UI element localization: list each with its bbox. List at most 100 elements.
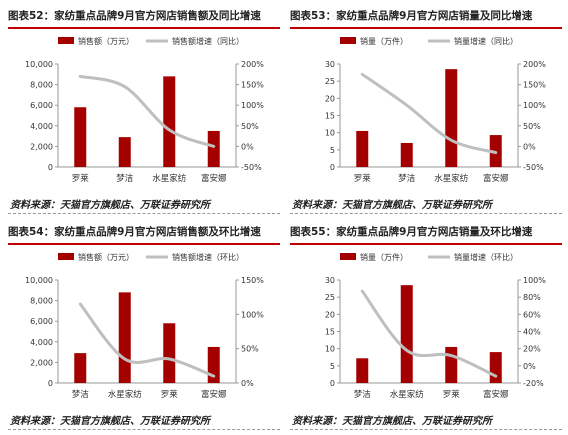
y-left-tick-label: 25 xyxy=(325,293,335,302)
series-line xyxy=(78,302,216,378)
y-left-tick-label: 25 xyxy=(325,77,335,86)
bar xyxy=(74,107,87,167)
bar xyxy=(445,346,458,383)
x-tick-label: 水星家纺 xyxy=(108,389,143,400)
legend-label-line: 销量增速（环比） xyxy=(454,252,518,262)
y-right-tick-label: 100% xyxy=(523,276,546,285)
bar xyxy=(74,353,87,383)
x-tick-label: 富安娜 xyxy=(483,389,509,400)
bar xyxy=(489,352,502,383)
x-tick-label: 罗莱 xyxy=(161,389,179,400)
bar xyxy=(445,69,458,167)
chart-svg: 销量（万件） 销量增速（环比） 0 5 10 15 20 25 30 -20% 0% 20% 40% 60… xyxy=(325,252,546,400)
x-tick-label: 梦洁 xyxy=(354,389,372,400)
y-right-tick-label: 100% xyxy=(523,101,546,110)
y-right-tick-label: 0% xyxy=(523,142,536,151)
legend-label-line: 销售额增速（环比） xyxy=(172,252,244,262)
y-right-tick-label: 60% xyxy=(523,310,541,319)
y-right-tick-label: 50% xyxy=(241,345,259,354)
bar xyxy=(356,130,369,167)
y-left-tick-label: 15 xyxy=(325,328,335,337)
chart-title: 图表55：家纺重点品牌9月官方网店销量及环比增速 xyxy=(290,222,562,245)
series-line xyxy=(360,289,498,378)
chart-title: 图表54：家纺重点品牌9月官方网店销售额及环比增速 xyxy=(8,222,280,245)
legend-label-bars: 销量（万件） xyxy=(360,36,408,46)
x-tick-label: 水星家纺 xyxy=(390,389,425,400)
y-left-tick-label: 15 xyxy=(325,112,335,121)
y-right-tick-label: 150% xyxy=(523,81,546,90)
legend-label-line: 销售额增速（同比） xyxy=(172,36,244,46)
y-left-tick-label: 8,000 xyxy=(30,81,53,90)
bar xyxy=(400,142,413,167)
y-left-tick-label: 0 xyxy=(330,379,335,388)
y-right-tick-label: -50% xyxy=(241,163,262,172)
chart-source: 资料来源：天猫官方旗舰店、万联证券研究所 xyxy=(10,416,210,427)
x-tick-label: 梦洁 xyxy=(398,173,416,184)
legend-label-bars: 销量（万件） xyxy=(360,252,408,262)
x-tick-label: 富安娜 xyxy=(201,173,227,184)
bar xyxy=(207,130,220,167)
chart-source: 资料来源：天猫官方旗舰店、万联证券研究所 xyxy=(292,200,492,211)
chart-title: 图表53：家纺重点品牌9月官方网店销量及同比增速 xyxy=(290,6,562,29)
y-left-tick-label: 0 xyxy=(48,163,53,172)
y-left-tick-label: 5 xyxy=(330,146,335,155)
y-right-tick-label: 80% xyxy=(523,293,541,302)
y-right-tick-label: 0% xyxy=(241,379,254,388)
y-right-tick-label: 50% xyxy=(523,122,541,131)
legend-label-line: 销量增速（同比） xyxy=(454,36,518,46)
y-right-tick-label: 100% xyxy=(241,310,264,319)
bar xyxy=(163,76,176,167)
x-tick-label: 罗莱 xyxy=(443,389,461,400)
y-left-tick-label: 2,000 xyxy=(30,358,53,367)
series-line xyxy=(360,72,498,155)
y-right-tick-label: 0% xyxy=(241,142,254,151)
y-right-tick-label: 200% xyxy=(241,60,264,69)
bar xyxy=(163,323,176,383)
y-left-tick-label: 10 xyxy=(325,345,335,354)
x-tick-label: 梦洁 xyxy=(116,173,134,184)
y-left-tick-label: 10,000 xyxy=(25,60,53,69)
y-right-tick-label: -50% xyxy=(523,163,544,172)
y-left-tick-label: 0 xyxy=(330,163,335,172)
legend-label-bars: 销售额（万元） xyxy=(78,36,134,46)
chart-panel: 图表55：家纺重点品牌9月官方网店销量及环比增速 销量（万件） 销量增速（环比） 0… xyxy=(290,222,562,432)
legend-swatch-bars xyxy=(340,253,356,260)
y-right-tick-label: 100% xyxy=(241,101,264,110)
source-divider xyxy=(290,213,562,214)
y-left-tick-label: 8,000 xyxy=(30,297,53,306)
y-left-tick-label: 30 xyxy=(325,60,335,69)
chart-source: 资料来源：天猫官方旗舰店、万联证券研究所 xyxy=(10,200,210,211)
x-tick-label: 富安娜 xyxy=(201,389,227,400)
source-divider xyxy=(8,213,280,214)
x-tick-label: 水星家纺 xyxy=(434,173,469,184)
y-left-tick-label: 10 xyxy=(325,129,335,138)
y-right-tick-label: 0% xyxy=(523,362,536,371)
bar xyxy=(118,137,131,167)
source-divider xyxy=(290,429,562,430)
x-tick-label: 梦洁 xyxy=(72,389,90,400)
chart-title: 图表52：家纺重点品牌9月官方网店销售额及同比增速 xyxy=(8,6,280,29)
y-right-tick-label: 150% xyxy=(241,276,264,285)
chart-source: 资料来源：天猫官方旗舰店、万联证券研究所 xyxy=(292,416,492,427)
legend-label-bars: 销售额（万元） xyxy=(78,252,134,262)
source-divider xyxy=(8,429,280,430)
bar xyxy=(400,285,413,383)
x-tick-label: 水星家纺 xyxy=(152,173,187,184)
legend-swatch-bars xyxy=(58,37,74,44)
y-left-tick-label: 0 xyxy=(48,379,53,388)
y-right-tick-label: 200% xyxy=(523,60,546,69)
y-right-tick-label: -20% xyxy=(523,379,544,388)
chart-panel: 图表53：家纺重点品牌9月官方网店销量及同比增速 销量（万件） 销量增速（同比） 0… xyxy=(290,6,562,216)
y-left-tick-label: 4,000 xyxy=(30,122,53,131)
chart-svg: 销量（万件） 销量增速（同比） 0 5 10 15 20 25 30 -50% 0% 50% 100% 1… xyxy=(325,36,546,184)
y-right-tick-label: 20% xyxy=(523,345,541,354)
y-left-tick-label: 2,000 xyxy=(30,142,53,151)
x-tick-label: 罗莱 xyxy=(72,173,90,184)
y-left-tick-label: 4,000 xyxy=(30,338,53,347)
chart-svg: 销售额（万元） 销售额增速（同比） 0 2,000 4,000 6,000 8,000 10,… xyxy=(25,36,264,184)
y-right-tick-label: 40% xyxy=(523,328,541,337)
y-left-tick-label: 20 xyxy=(325,310,335,319)
legend-swatch-bars xyxy=(340,37,356,44)
y-left-tick-label: 6,000 xyxy=(30,317,53,326)
series-line xyxy=(78,74,216,148)
